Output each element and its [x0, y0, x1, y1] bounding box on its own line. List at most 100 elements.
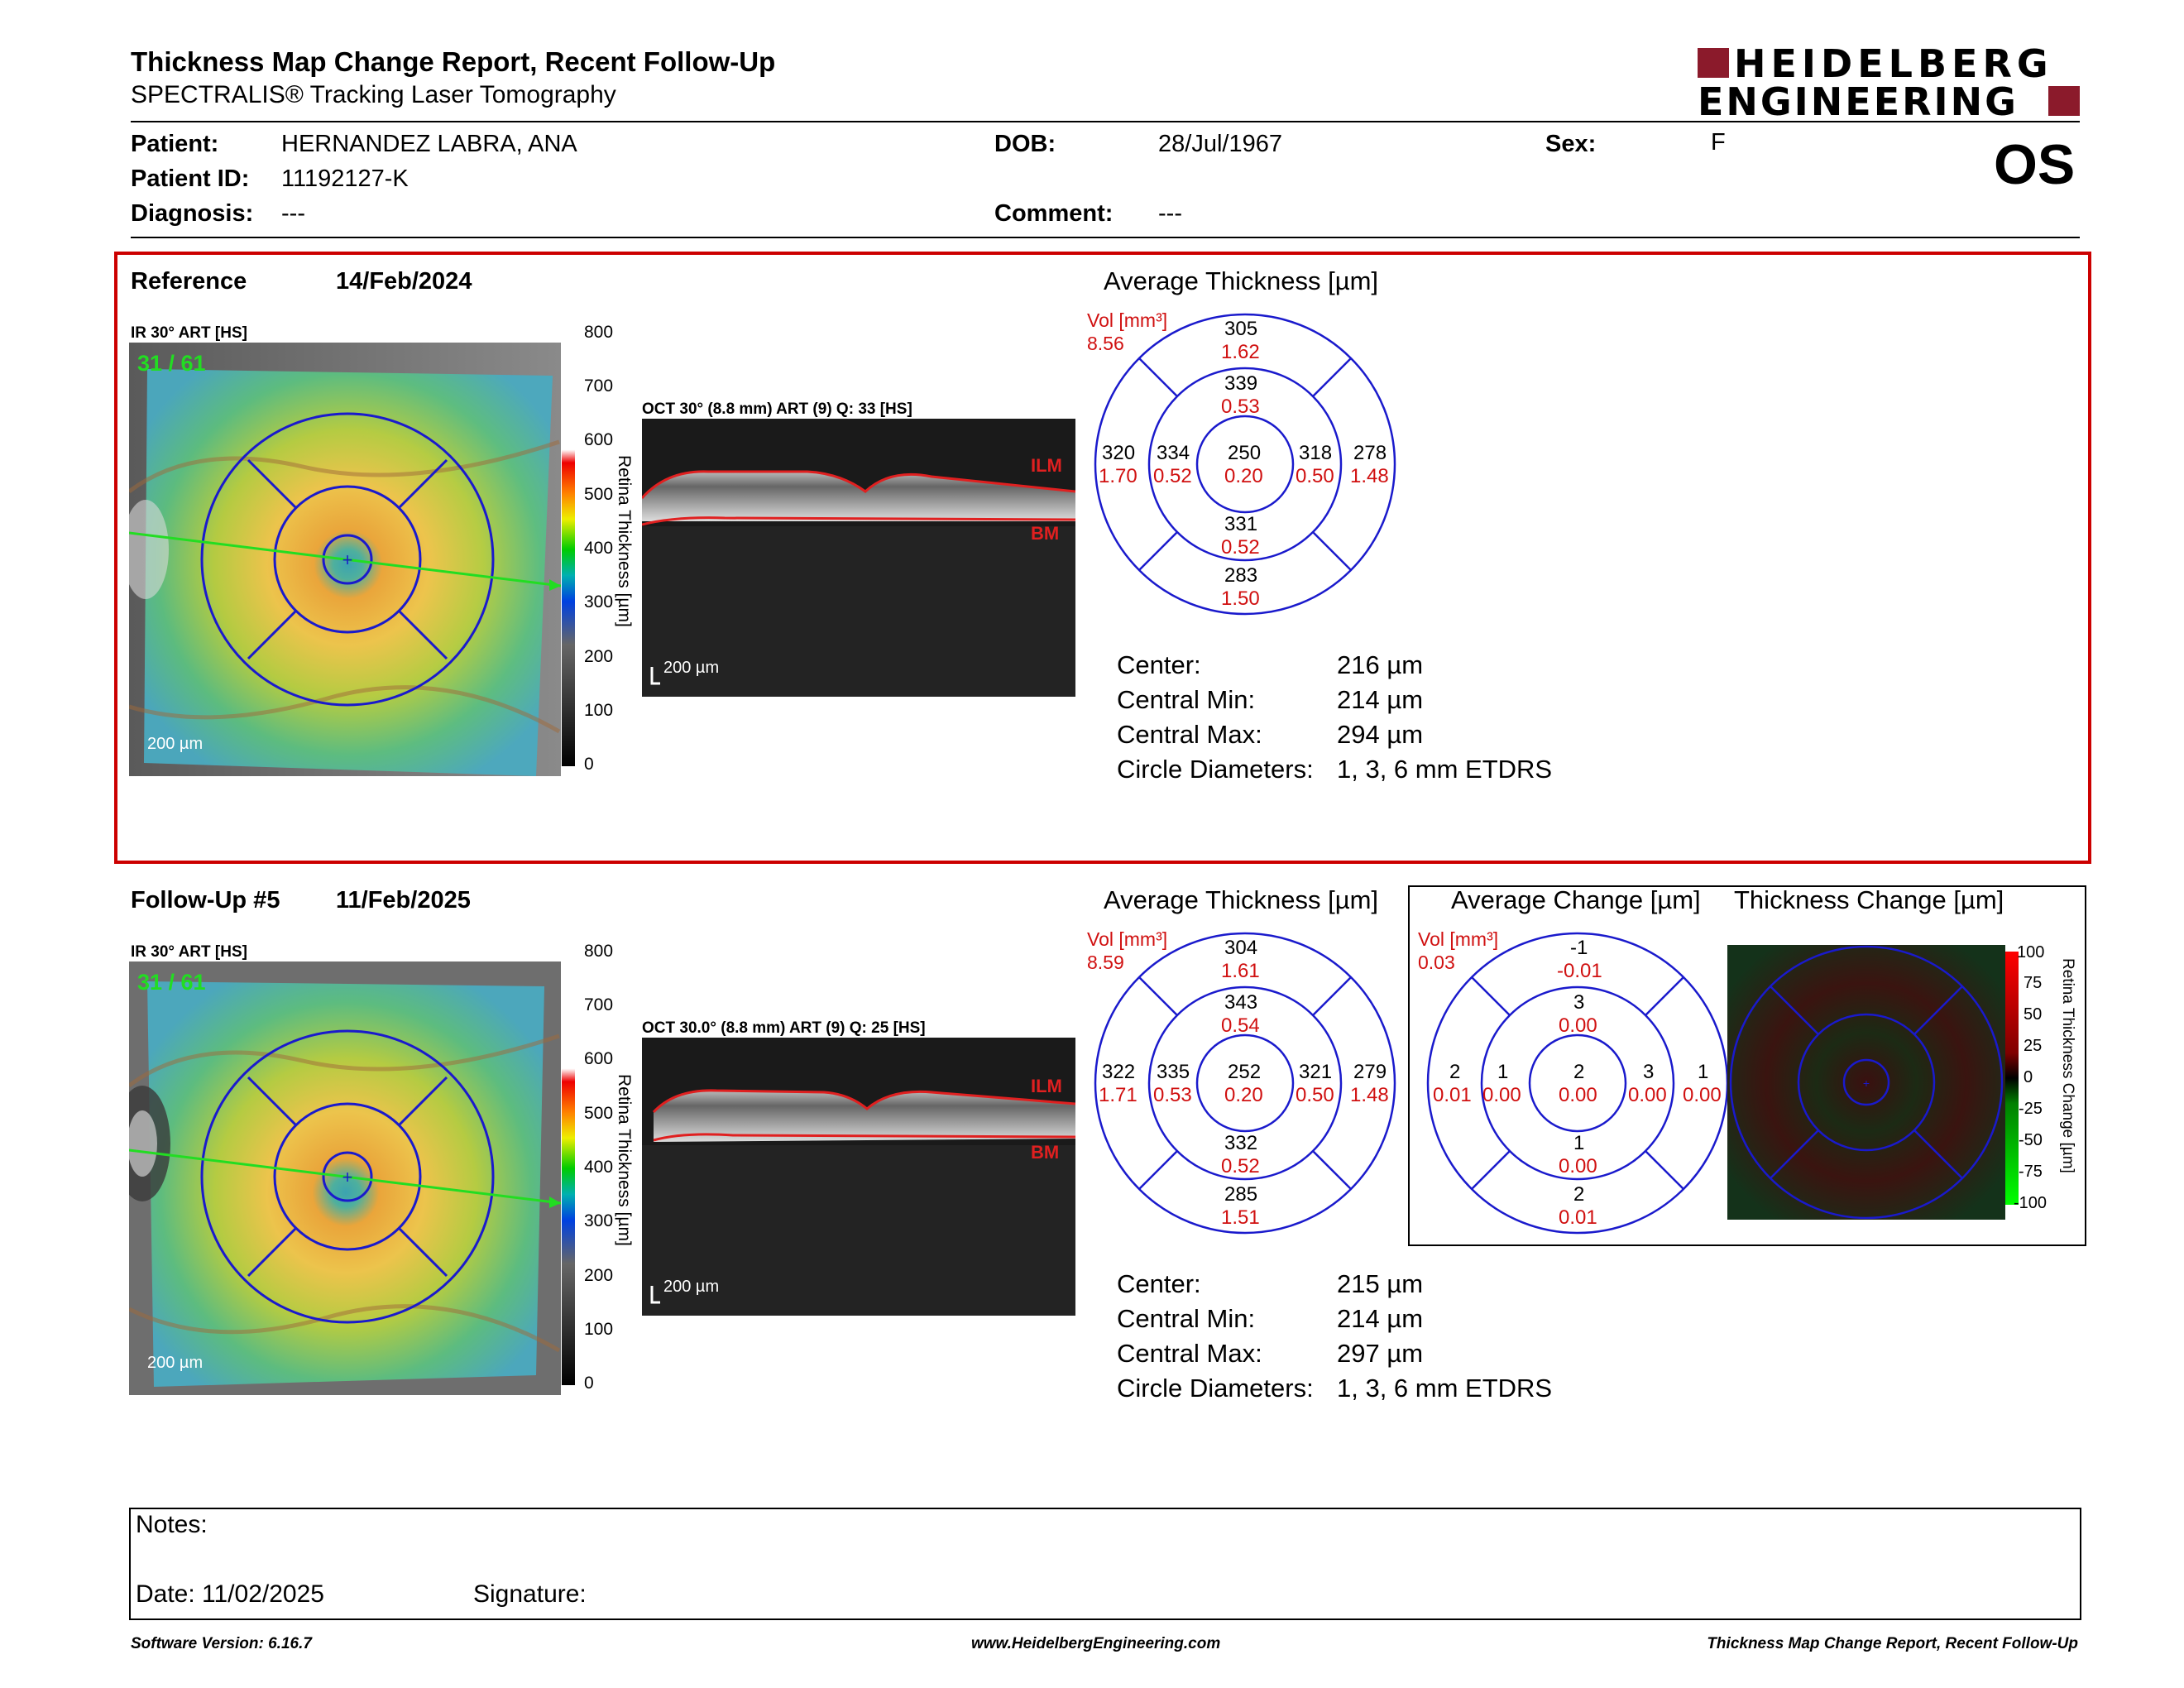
- followup-thickness-colorbar: [562, 952, 575, 1385]
- footer-report-name: Thickness Map Change Report, Recent Foll…: [1707, 1635, 2078, 1652]
- fu-tick-700: 700: [584, 995, 614, 1014]
- ref-outer-bottom-vol: 1.50: [1221, 587, 1260, 610]
- ref-tick-500: 500: [584, 485, 614, 504]
- fu-inner-top-vol: 0.54: [1221, 1014, 1260, 1037]
- reference-label: Reference: [131, 268, 247, 295]
- fu-diam-label: Circle Diameters:: [1117, 1374, 1314, 1403]
- fu-center-label: Center:: [1117, 1269, 1201, 1298]
- reference-avg-title: Average Thickness [µm]: [1104, 266, 1379, 295]
- fu-outer-right-vol: 1.48: [1350, 1084, 1389, 1106]
- ref-outer-left: 320: [1102, 442, 1136, 464]
- logo-line2: ENGINEERING: [1698, 79, 2019, 124]
- patient-id: 11192127-K: [281, 165, 409, 192]
- ref-center-vol: 0.20: [1224, 465, 1263, 487]
- sex-value: F: [1711, 129, 1726, 156]
- notes-label: Notes:: [136, 1511, 208, 1538]
- reference-ir-label: IR 30° ART [HS]: [131, 324, 247, 342]
- ch-outer-top-vol: -0.01: [1557, 960, 1602, 982]
- ch-inner-right-vol: 0.00: [1628, 1084, 1667, 1106]
- ch-outer-top: -1: [1570, 937, 1588, 959]
- ref-outer-top-vol: 1.62: [1221, 341, 1260, 363]
- followup-ir-scale: 200 µm: [147, 1354, 204, 1372]
- ref-outer-right: 278: [1353, 442, 1387, 464]
- ch-inner-left: 1: [1497, 1061, 1509, 1083]
- eye-label: OS: [1994, 133, 2076, 196]
- ref-inner-right-vol: 0.50: [1296, 465, 1334, 487]
- ref-tick-300: 300: [584, 592, 614, 611]
- notes-signature-label[interactable]: Signature:: [473, 1580, 587, 1608]
- fu-tick-0: 0: [584, 1374, 594, 1393]
- fu-min-label: Central Min:: [1117, 1304, 1256, 1333]
- reference-panel: [114, 252, 2091, 864]
- ref-inner-top: 339: [1224, 372, 1258, 395]
- fu-outer-bottom: 285: [1224, 1183, 1258, 1206]
- chg-tick-m50: -50: [2019, 1131, 2043, 1149]
- change-colorbar: [2005, 952, 2019, 1205]
- change-avg-title: Average Change [µm]: [1451, 885, 1701, 914]
- reference-thickness-colorbar: [562, 333, 575, 766]
- report-title: Thickness Map Change Report, Recent Foll…: [131, 46, 776, 77]
- ch-outer-left-vol: 0.01: [1433, 1084, 1472, 1106]
- fu-center-vol: 0.20: [1224, 1084, 1263, 1106]
- fu-tick-600: 600: [584, 1049, 614, 1068]
- followup-oct-label: OCT 30.0° (8.8 mm) ART (9) Q: 25 [HS]: [642, 1019, 926, 1037]
- ref-tick-800: 800: [584, 323, 614, 342]
- followup-label: Follow-Up #5: [131, 887, 280, 914]
- ch-inner-left-vol: 0.00: [1482, 1084, 1521, 1106]
- chg-tick-m100: -100: [2014, 1194, 2048, 1212]
- fu-tick-200: 200: [584, 1266, 614, 1285]
- ch-center-vol: 0.00: [1559, 1084, 1597, 1106]
- notes-box[interactable]: [129, 1508, 2081, 1620]
- change-colorbar-title: Retina Thickness Change [µm]: [2059, 958, 2076, 1173]
- fu-inner-left: 335: [1157, 1061, 1190, 1083]
- reference-fundus-image: 31 / 61 200 µm +: [129, 343, 561, 776]
- followup-date: 11/Feb/2025: [336, 887, 471, 914]
- fu-outer-right: 279: [1353, 1061, 1387, 1083]
- chg-tick-25: 25: [2024, 1037, 2043, 1055]
- fu-max-label: Central Max:: [1117, 1339, 1262, 1368]
- ref-tick-700: 700: [584, 376, 614, 396]
- logo-line1: HEIDELBERG: [1734, 41, 2053, 86]
- followup-oct-bscan: ILM BM 200 µm: [642, 1038, 1075, 1316]
- svg-text:+: +: [342, 549, 353, 570]
- footer-website-link[interactable]: www.HeidelbergEngineering.com: [971, 1635, 1221, 1652]
- chg-tick-75: 75: [2024, 974, 2043, 992]
- fu-inner-right: 321: [1299, 1061, 1333, 1083]
- fu-inner-bottom: 332: [1224, 1132, 1258, 1154]
- reference-oct-label: OCT 30° (8.8 mm) ART (9) Q: 33 [HS]: [642, 400, 912, 418]
- footer-software-version: Software Version: 6.16.7: [131, 1635, 312, 1652]
- ch-inner-top: 3: [1573, 991, 1585, 1014]
- diagnosis-value: ---: [281, 200, 305, 227]
- ch-outer-right-vol: 0.00: [1683, 1084, 1722, 1106]
- fu-inner-bottom-vol: 0.52: [1221, 1155, 1260, 1177]
- fu-tick-100: 100: [584, 1320, 614, 1339]
- reference-etdrs-overlay: +: [129, 412, 561, 707]
- comment-label: Comment:: [994, 200, 1114, 227]
- dob-label: DOB:: [994, 131, 1056, 157]
- patient-id-label: Patient ID:: [131, 165, 250, 192]
- fu-outer-left-vol: 1.71: [1099, 1084, 1138, 1106]
- patient-rule: [131, 237, 2080, 238]
- report-subtitle: SPECTRALIS® Tracking Laser Tomography: [131, 81, 616, 108]
- ref-center-label: Center:: [1117, 650, 1201, 679]
- header-rule: [131, 121, 2080, 122]
- fu-diam-value: 1, 3, 6 mm ETDRS: [1337, 1374, 1553, 1403]
- ref-max-value: 294 µm: [1337, 720, 1424, 749]
- ref-inner-right: 318: [1299, 442, 1333, 464]
- heidelberg-logo: HEIDELBERG ENGINEERING: [1698, 41, 2080, 124]
- dob-value: 28/Jul/1967: [1158, 131, 1282, 157]
- ref-outer-top: 305: [1224, 318, 1258, 340]
- fu-tick-400: 400: [584, 1158, 614, 1177]
- ref-tick-100: 100: [584, 701, 614, 720]
- thickness-change-map: +: [1727, 945, 2005, 1220]
- fu-outer-bottom-vol: 1.51: [1221, 1206, 1260, 1229]
- ch-outer-bottom-vol: 0.01: [1559, 1206, 1597, 1229]
- ref-inner-top-vol: 0.53: [1221, 396, 1260, 418]
- logo-square-icon-2: [2048, 86, 2080, 116]
- patient-label: Patient:: [131, 131, 219, 157]
- fu-max-value: 297 µm: [1337, 1339, 1424, 1368]
- diagnosis-label: Diagnosis:: [131, 200, 254, 227]
- ref-diam-value: 1, 3, 6 mm ETDRS: [1337, 755, 1553, 784]
- ch-outer-right: 1: [1698, 1061, 1709, 1083]
- followup-oct-bm-label: BM: [1031, 1142, 1060, 1163]
